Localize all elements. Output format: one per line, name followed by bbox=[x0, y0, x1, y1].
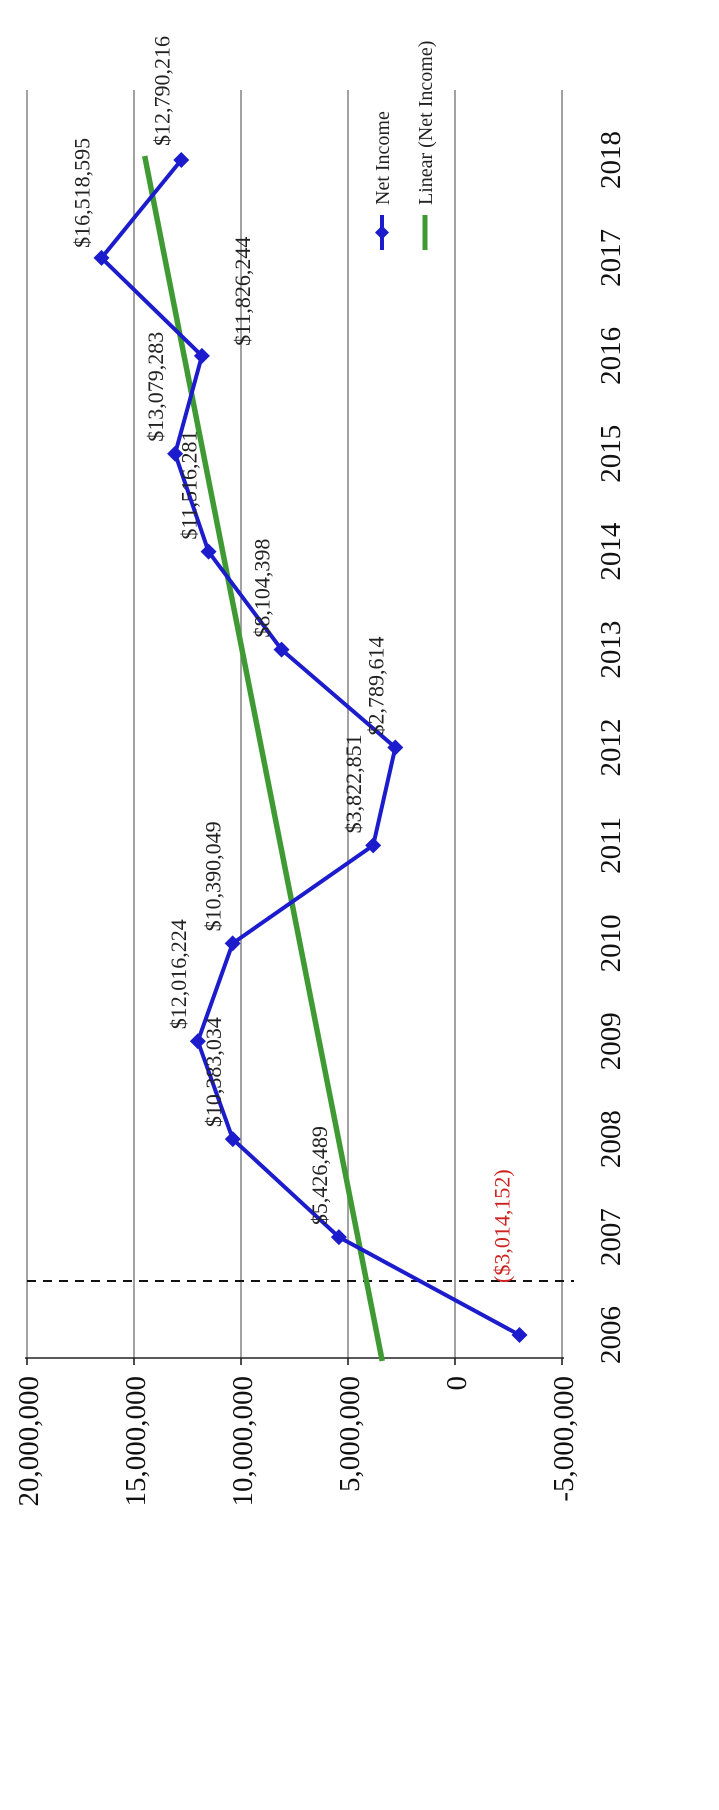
data-point-marker bbox=[365, 837, 382, 854]
data-label: $11,516,281 bbox=[177, 430, 202, 539]
data-label: $10,390,049 bbox=[201, 821, 226, 931]
value-tick-label: 15,000,000 bbox=[120, 1376, 152, 1507]
data-points bbox=[93, 152, 528, 1343]
data-label: $8,104,398 bbox=[250, 539, 275, 638]
data-point-marker bbox=[200, 543, 217, 560]
year-tick-label: 2008 bbox=[595, 1110, 627, 1168]
data-point-marker bbox=[387, 739, 404, 756]
data-label: $12,016,224 bbox=[166, 919, 191, 1029]
legend-label: Net Income bbox=[372, 111, 394, 205]
data-point-marker bbox=[224, 1131, 241, 1148]
year-tick-label: 2014 bbox=[595, 522, 627, 581]
data-label: ($3,014,152) bbox=[490, 1169, 515, 1283]
year-tick-label: 2006 bbox=[595, 1306, 627, 1364]
legend: Net Income Linear (Net Income) bbox=[372, 41, 437, 250]
legend-label: Linear (Net Income) bbox=[415, 41, 437, 205]
data-label: $5,426,489 bbox=[307, 1126, 332, 1225]
data-point-marker bbox=[189, 1033, 206, 1050]
data-labels: ($3,014,152) $5,426,489 $10,383,034 $12,016… bbox=[70, 36, 515, 1283]
grid-lines bbox=[26, 90, 563, 1358]
value-tick-label: 20,000,000 bbox=[13, 1376, 45, 1507]
data-label: $11,826,244 bbox=[230, 237, 255, 346]
year-tick-label: 2011 bbox=[595, 817, 627, 874]
value-tick-labels: -5,000,000 0 5,000,000 10,000,000 15,000,000… bbox=[13, 1376, 580, 1507]
year-tick-label: 2007 bbox=[595, 1208, 627, 1266]
data-label: $16,518,595 bbox=[70, 138, 95, 248]
year-tick-label: 2015 bbox=[595, 425, 627, 483]
data-point-marker bbox=[330, 1229, 347, 1246]
data-label: $3,822,851 bbox=[341, 734, 366, 833]
data-point-marker bbox=[173, 152, 190, 168]
trend-series bbox=[142, 155, 385, 1362]
data-point-marker bbox=[511, 1327, 528, 1343]
data-point-marker bbox=[167, 445, 184, 462]
legend-marker bbox=[375, 225, 389, 240]
year-tick-label: 2009 bbox=[595, 1012, 627, 1070]
year-tick-label: 2012 bbox=[595, 719, 627, 777]
data-label: $2,789,614 bbox=[363, 637, 388, 736]
data-point-marker bbox=[93, 249, 110, 266]
value-tick-label: -5,000,000 bbox=[548, 1376, 580, 1502]
year-tick-label: 2017 bbox=[595, 229, 627, 287]
data-label: $12,790,216 bbox=[149, 36, 174, 146]
data-point-marker bbox=[273, 641, 290, 658]
year-tick-label: 2018 bbox=[595, 131, 627, 189]
data-point-marker bbox=[224, 935, 241, 952]
value-tick-label: 10,000,000 bbox=[227, 1376, 259, 1507]
trend-line bbox=[142, 155, 385, 1362]
value-axis bbox=[25, 1357, 564, 1365]
year-tick-label: 2010 bbox=[595, 914, 627, 972]
value-tick-label: 5,000,000 bbox=[334, 1376, 366, 1492]
year-tick-labels: 2006 2007 2008 2009 2010 2011 2012 2013 2014 2015… bbox=[595, 131, 627, 1364]
data-label: $10,383,034 bbox=[201, 1017, 226, 1127]
data-point-marker bbox=[193, 347, 210, 364]
year-tick-label: 2016 bbox=[595, 327, 627, 385]
value-tick-label: 0 bbox=[441, 1376, 473, 1391]
data-label: $13,079,283 bbox=[143, 332, 168, 442]
year-tick-label: 2013 bbox=[595, 621, 627, 679]
